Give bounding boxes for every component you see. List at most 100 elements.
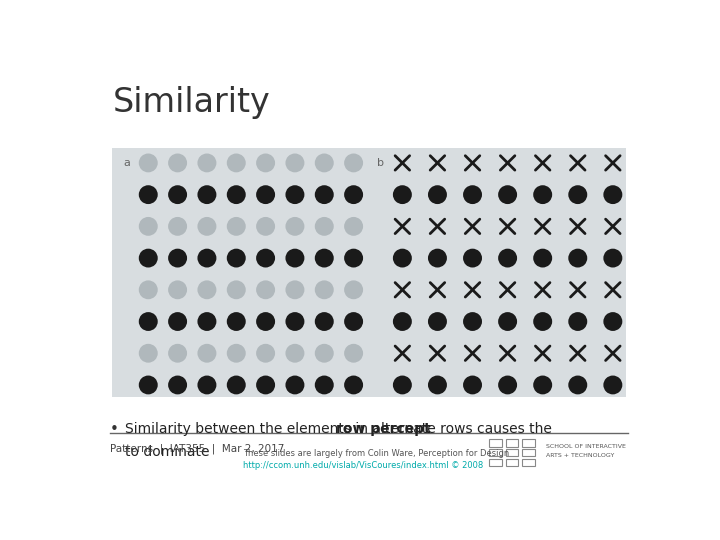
Ellipse shape	[285, 344, 305, 363]
Ellipse shape	[315, 280, 334, 299]
Text: b: b	[377, 158, 384, 168]
Ellipse shape	[227, 153, 246, 172]
Ellipse shape	[428, 185, 447, 204]
Bar	[505, 439, 518, 447]
Ellipse shape	[534, 248, 552, 267]
Ellipse shape	[463, 185, 482, 204]
Bar	[522, 458, 535, 466]
Ellipse shape	[498, 248, 517, 267]
Ellipse shape	[197, 217, 217, 236]
Ellipse shape	[603, 185, 622, 204]
Text: These slides are largely from Colin Ware, Perception for Design: These slides are largely from Colin Ware…	[243, 449, 510, 458]
Ellipse shape	[256, 344, 275, 363]
Text: to dominate: to dominate	[125, 446, 209, 459]
Bar	[505, 458, 518, 466]
Ellipse shape	[315, 344, 334, 363]
Ellipse shape	[197, 185, 217, 204]
Ellipse shape	[285, 375, 305, 394]
Ellipse shape	[139, 312, 158, 331]
Ellipse shape	[139, 217, 158, 236]
Ellipse shape	[256, 185, 275, 204]
Ellipse shape	[463, 312, 482, 331]
Ellipse shape	[603, 312, 622, 331]
Ellipse shape	[463, 248, 482, 267]
Ellipse shape	[393, 312, 412, 331]
Ellipse shape	[498, 185, 517, 204]
Ellipse shape	[227, 312, 246, 331]
Ellipse shape	[344, 248, 363, 267]
Ellipse shape	[498, 312, 517, 331]
Ellipse shape	[393, 375, 412, 394]
Ellipse shape	[139, 248, 158, 267]
Ellipse shape	[168, 153, 187, 172]
Ellipse shape	[344, 280, 363, 299]
Ellipse shape	[428, 312, 447, 331]
Ellipse shape	[139, 344, 158, 363]
Ellipse shape	[197, 375, 217, 394]
Text: http://ccom.unh.edu/vislab/VisCoures/index.html © 2008: http://ccom.unh.edu/vislab/VisCoures/ind…	[243, 461, 484, 470]
Text: Similarity: Similarity	[112, 85, 270, 119]
Ellipse shape	[568, 375, 588, 394]
Ellipse shape	[197, 312, 217, 331]
Text: row percept: row percept	[336, 422, 431, 436]
Ellipse shape	[256, 280, 275, 299]
Text: a: a	[124, 158, 130, 168]
Ellipse shape	[256, 375, 275, 394]
Text: •: •	[109, 422, 118, 437]
Ellipse shape	[344, 375, 363, 394]
Ellipse shape	[168, 375, 187, 394]
Ellipse shape	[315, 153, 334, 172]
Ellipse shape	[168, 344, 187, 363]
Ellipse shape	[568, 312, 588, 331]
Ellipse shape	[168, 312, 187, 331]
Ellipse shape	[315, 185, 334, 204]
Ellipse shape	[315, 217, 334, 236]
Ellipse shape	[534, 312, 552, 331]
Ellipse shape	[139, 280, 158, 299]
Ellipse shape	[393, 185, 412, 204]
Ellipse shape	[344, 217, 363, 236]
Ellipse shape	[168, 248, 187, 267]
Ellipse shape	[197, 153, 217, 172]
Ellipse shape	[315, 312, 334, 331]
Ellipse shape	[393, 248, 412, 267]
Ellipse shape	[344, 185, 363, 204]
Ellipse shape	[315, 248, 334, 267]
Ellipse shape	[603, 375, 622, 394]
Ellipse shape	[139, 153, 158, 172]
Ellipse shape	[534, 185, 552, 204]
Ellipse shape	[227, 217, 246, 236]
Ellipse shape	[534, 375, 552, 394]
Ellipse shape	[285, 153, 305, 172]
Ellipse shape	[227, 280, 246, 299]
Text: Patterns  |  IAT355  |  Mar 2, 2017: Patterns | IAT355 | Mar 2, 2017	[109, 443, 284, 454]
Ellipse shape	[227, 248, 246, 267]
Ellipse shape	[463, 375, 482, 394]
Ellipse shape	[568, 185, 588, 204]
Ellipse shape	[498, 375, 517, 394]
Ellipse shape	[285, 248, 305, 267]
Ellipse shape	[256, 312, 275, 331]
Ellipse shape	[256, 217, 275, 236]
Ellipse shape	[197, 280, 217, 299]
Ellipse shape	[227, 375, 246, 394]
Text: Similarity between the elements in alternate rows causes the: Similarity between the elements in alter…	[125, 422, 556, 436]
Ellipse shape	[168, 280, 187, 299]
Ellipse shape	[256, 248, 275, 267]
Ellipse shape	[603, 248, 622, 267]
Ellipse shape	[227, 344, 246, 363]
Ellipse shape	[344, 344, 363, 363]
Bar	[489, 458, 502, 466]
Ellipse shape	[344, 312, 363, 331]
Bar	[522, 439, 535, 447]
Ellipse shape	[568, 248, 588, 267]
Text: SCHOOL OF INTERACTIVE: SCHOOL OF INTERACTIVE	[546, 443, 626, 449]
Ellipse shape	[168, 217, 187, 236]
Ellipse shape	[139, 375, 158, 394]
Ellipse shape	[168, 185, 187, 204]
Bar	[489, 449, 502, 456]
Ellipse shape	[428, 248, 447, 267]
Ellipse shape	[285, 185, 305, 204]
FancyBboxPatch shape	[112, 148, 626, 397]
Bar	[522, 449, 535, 456]
